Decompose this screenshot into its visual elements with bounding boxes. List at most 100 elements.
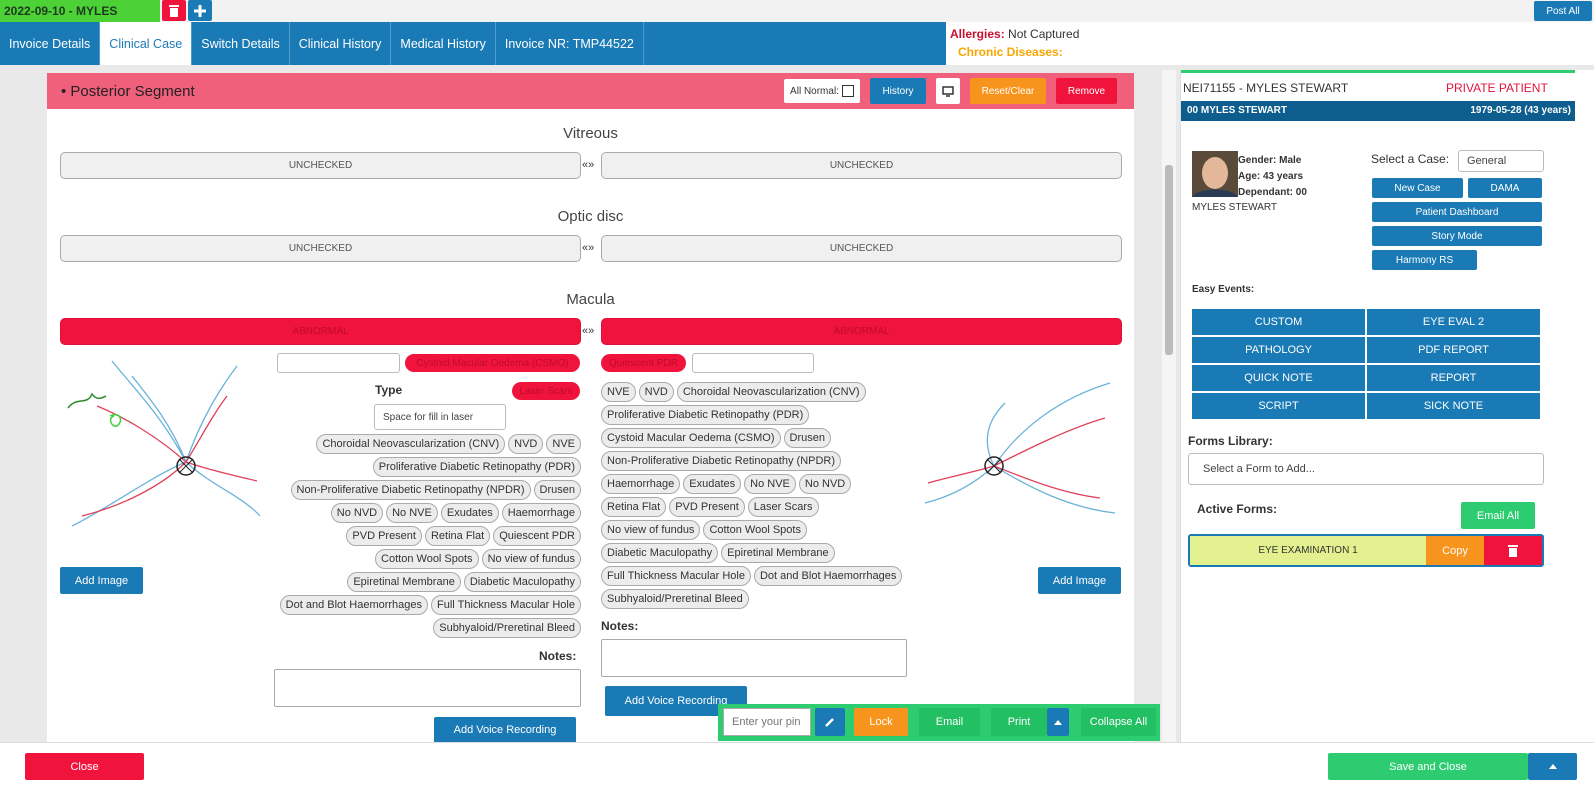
tab[interactable]: Clinical History [290, 22, 392, 65]
swap-button[interactable]: «» [582, 159, 595, 171]
tab[interactable]: Clinical Case [100, 22, 193, 65]
close-button[interactable]: Close [25, 753, 144, 780]
add-button[interactable] [188, 0, 212, 21]
chip[interactable]: PVD Present [346, 526, 422, 546]
chip[interactable]: Proliferative Diabetic Retinopathy (PDR) [601, 405, 810, 425]
chip[interactable]: Full Thickness Macular Hole [431, 595, 581, 615]
chip[interactable]: Diabetic Maculopathy [601, 543, 719, 563]
event-button[interactable]: QUICK NOTE [1191, 364, 1366, 392]
chip[interactable]: Subhyaloid/Preretinal Bleed [433, 618, 581, 638]
chip[interactable]: Epiretinal Membrane [347, 572, 461, 592]
chip[interactable]: Cystoid Macular Oedema (CSMO) [601, 428, 781, 448]
chip[interactable]: Laser Scars [747, 497, 819, 517]
lock-button[interactable]: Lock [854, 708, 908, 736]
right-tag[interactable]: Quiescent PDR [601, 354, 686, 372]
chip[interactable]: Cotton Wool Spots [703, 520, 807, 540]
chip[interactable]: Drusen [783, 428, 831, 448]
tab[interactable]: Switch Details [192, 22, 290, 65]
edit-button[interactable] [815, 708, 845, 736]
chip[interactable]: No NVE [744, 474, 796, 494]
chip[interactable]: No view of fundus [481, 549, 581, 569]
event-button[interactable]: CUSTOM [1191, 308, 1366, 336]
forms-select[interactable]: Select a Form to Add... [1188, 453, 1544, 485]
chip[interactable]: Retina Flat [601, 497, 667, 517]
chip[interactable]: Cotton Wool Spots [375, 549, 479, 569]
chip[interactable]: Dot and Blot Haemorrhages [753, 566, 903, 586]
post-all-button[interactable]: Post All [1534, 1, 1592, 21]
print-button[interactable]: Print [991, 708, 1047, 736]
scroll-thumb[interactable] [1165, 165, 1173, 355]
chip[interactable]: Exudates [683, 474, 742, 494]
chip[interactable]: NVE [601, 382, 636, 402]
vitreous-right[interactable]: UNCHECKED [601, 152, 1122, 179]
right-select[interactable] [692, 353, 814, 373]
history-button[interactable]: History [870, 78, 926, 104]
chip[interactable]: Haemorrhage [601, 474, 681, 494]
collapse-button[interactable]: Collapse All [1081, 708, 1156, 736]
event-button[interactable]: REPORT [1366, 364, 1541, 392]
tab[interactable]: Invoice Details [0, 22, 101, 65]
vitreous-left[interactable]: UNCHECKED [60, 152, 581, 179]
chip[interactable]: Proliferative Diabetic Retinopathy (PDR) [372, 457, 581, 477]
chip[interactable]: No NVE [386, 503, 438, 523]
delete-button[interactable] [162, 0, 186, 21]
add-image-button[interactable]: Add Image [1038, 567, 1121, 594]
new-case-button[interactable]: New Case [1372, 178, 1463, 198]
save-close-button[interactable]: Save and Close [1328, 753, 1528, 780]
event-button[interactable]: PDF REPORT [1366, 336, 1541, 364]
case-select[interactable]: General [1458, 150, 1544, 172]
pin-input[interactable] [723, 708, 811, 736]
chip[interactable]: Quiescent PDR [493, 526, 581, 546]
tab[interactable]: Invoice NR: TMP44522 [496, 22, 644, 65]
left-notes[interactable] [274, 669, 581, 707]
chip[interactable]: NVD [508, 434, 544, 454]
type-tag[interactable]: Laser Scars [512, 382, 580, 400]
chip[interactable]: No NVD [330, 503, 384, 523]
right-notes[interactable] [601, 639, 907, 677]
encounter-tab[interactable]: 2022-09-10 - MYLES [0, 0, 160, 22]
chip[interactable]: Epiretinal Membrane [721, 543, 835, 563]
chip[interactable]: Choroidal Neovascularization (CNV) [316, 434, 506, 454]
email-button[interactable]: Email [919, 708, 980, 736]
save-menu-button[interactable] [1528, 753, 1577, 780]
chip[interactable]: Subhyaloid/Preretinal Bleed [601, 589, 749, 609]
chip[interactable]: No NVD [798, 474, 852, 494]
left-tag[interactable]: Cystoid Macular Oedema (CSMO) [405, 354, 580, 372]
chip[interactable]: Haemorrhage [501, 503, 581, 523]
chip[interactable]: Exudates [440, 503, 499, 523]
chip[interactable]: Non-Proliferative Diabetic Retinopathy (… [601, 451, 842, 471]
voice-button[interactable]: Add Voice Recording [434, 717, 576, 743]
all-normal[interactable]: All Normal: [784, 79, 860, 103]
event-button[interactable]: EYE EVAL 2 [1366, 308, 1541, 336]
chip[interactable]: NVE [546, 434, 581, 454]
chip[interactable]: Dot and Blot Haemorrhages [279, 595, 429, 615]
optic-disc-left[interactable]: UNCHECKED [60, 235, 581, 262]
swap-button[interactable]: «» [582, 242, 595, 254]
tab[interactable]: Medical History [391, 22, 496, 65]
chip[interactable]: No view of fundus [601, 520, 701, 540]
delete-form-button[interactable] [1484, 536, 1542, 565]
email-all-button[interactable]: Email All [1461, 502, 1535, 529]
optic-disc-right[interactable]: UNCHECKED [601, 235, 1122, 262]
harmony-button[interactable]: Harmony RS [1372, 250, 1477, 270]
active-form-name[interactable]: EYE EXAMINATION 1 [1190, 536, 1426, 565]
copy-button[interactable]: Copy [1426, 536, 1484, 565]
remove-button[interactable]: Remove [1056, 78, 1117, 104]
monitor-button[interactable] [936, 78, 960, 104]
checkbox[interactable] [841, 85, 854, 97]
reset-button[interactable]: Reset/Clear [970, 78, 1046, 104]
scrollbar[interactable] [1162, 70, 1176, 742]
macula-left-status[interactable]: ABNORMAL [60, 318, 581, 345]
dama-button[interactable]: DAMA [1468, 178, 1542, 198]
chip[interactable]: Choroidal Neovascularization (CNV) [676, 382, 866, 402]
event-button[interactable]: PATHOLOGY [1191, 336, 1366, 364]
chip[interactable]: Non-Proliferative Diabetic Retinopathy (… [290, 480, 531, 500]
chip[interactable]: Diabetic Maculopathy [463, 572, 581, 592]
swap-button[interactable]: «» [582, 325, 595, 337]
chip[interactable]: NVD [638, 382, 674, 402]
chip[interactable]: PVD Present [669, 497, 745, 517]
chip[interactable]: Retina Flat [424, 526, 491, 546]
story-button[interactable]: Story Mode [1372, 226, 1542, 246]
event-button[interactable]: SICK NOTE [1366, 392, 1541, 420]
macula-right-status[interactable]: ABNORMAL [601, 318, 1122, 345]
